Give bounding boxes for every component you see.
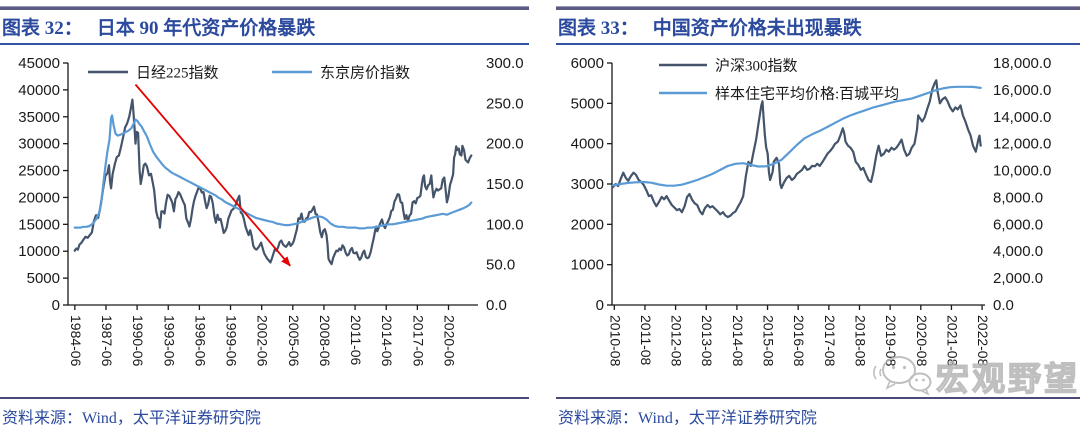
y-right-tick-label: 300.0	[486, 55, 524, 72]
legend-label: 样本住宅平均价格:百城平均	[715, 86, 899, 103]
y-left-tick-label: 0	[596, 297, 604, 314]
y-right-tick-label: 100.0	[486, 216, 524, 233]
x-tick-label: 2020-08	[914, 315, 930, 367]
y-left-tick-label: 15000	[18, 216, 60, 233]
y-left-tick-label: 10000	[18, 243, 60, 260]
x-tick-label: 2005-06	[286, 315, 302, 367]
legend-label: 日经225指数	[136, 65, 219, 82]
x-tick-label: 2017-08	[822, 315, 838, 367]
x-tick-label: 1987-06	[99, 315, 115, 367]
y-right-tick-label: 250.0	[486, 95, 524, 112]
y-right-tick-label: 0.0	[486, 297, 507, 314]
x-tick-label: 2016-08	[791, 315, 807, 367]
figure-number-label: 图表 32：	[2, 18, 83, 39]
china-asset-price-chart: 6000 5000 4000 3000 2000 1000 0 18,000.0 16,000.…	[571, 55, 1052, 367]
figure-panel-japan: 图表 32： 日本 90 年代资产价格暴跌 45000 40000 35000 300…	[0, 6, 529, 428]
y-right-tick-label: 12,000.0	[993, 136, 1051, 153]
y-right-tick-label: 0.0	[993, 297, 1014, 314]
figure-title: 日本 90 年代资产价格暴跌	[96, 18, 316, 39]
y-right-tick-label: 4,000.0	[993, 243, 1043, 260]
panel-top-rule	[556, 6, 1080, 10]
y-right-tick-label: 50.0	[486, 257, 515, 274]
x-tick-label: 1993-06	[161, 315, 177, 367]
y-left-tick-label: 30000	[18, 136, 60, 153]
nikkei-225-line	[73, 98, 473, 266]
x-tick-label: 2012-08	[669, 315, 685, 367]
x-tick-label: 2002-06	[255, 315, 271, 367]
x-tick-label: 2014-06	[379, 315, 395, 367]
y-right-tick-label: 200.0	[486, 136, 524, 153]
x-tick-label: 2018-08	[852, 315, 868, 367]
y-right-tick-label: 16,000.0	[993, 82, 1051, 99]
y-right-tick-label: 8,000.0	[993, 189, 1043, 206]
x-tick-label: 2019-08	[883, 315, 899, 367]
panel-top-rule	[0, 6, 529, 10]
y-left-tick-label: 5000	[571, 95, 604, 112]
x-tick-label: 2022-08	[975, 315, 991, 367]
y-left-tick-label: 4000	[571, 136, 604, 153]
figure-panel-china: 图表 33： 中国资产价格未出现暴跌 6000 5000 4000 3000 2000 1…	[556, 6, 1080, 428]
japan-asset-price-chart: 45000 40000 35000 30000 25000 20000 15000 10000…	[18, 55, 524, 367]
x-tick-label: 2021-08	[944, 315, 960, 367]
x-tick-label: 1999-06	[224, 315, 240, 367]
csi300-line	[611, 79, 982, 219]
axis-lines	[67, 63, 478, 306]
x-tick-label: 2011-08	[638, 315, 654, 366]
figure-title-row: 图表 33： 中国资产价格未出现暴跌	[556, 10, 1080, 45]
x-tick-label: 1984-06	[68, 315, 84, 367]
y-right-tick-label: 14,000.0	[993, 109, 1051, 126]
x-tick-label: 2008-06	[317, 315, 333, 367]
legend-label: 沪深300指数	[715, 58, 798, 75]
x-tick-label: 1996-06	[192, 315, 208, 367]
y-left-tick-label: 3000	[571, 176, 604, 193]
y-right-tick-label: 6,000.0	[993, 216, 1043, 233]
y-right-tick-label: 150.0	[486, 176, 524, 193]
y-left-tick-label: 25000	[18, 163, 60, 180]
figure-title-row: 图表 32： 日本 90 年代资产价格暴跌	[0, 10, 529, 45]
y-right-tick-label: 18,000.0	[993, 55, 1051, 72]
y-left-tick-label: 40000	[18, 82, 60, 99]
x-tick-label: 1990-06	[130, 315, 146, 367]
source-note: 资料来源：Wind，太平洋证券研究院	[556, 397, 1080, 428]
house-price-100-cities-line	[611, 85, 982, 187]
y-left-tick-label: 0	[52, 297, 60, 314]
x-tick-label: 2010-08	[607, 315, 623, 367]
source-note: 资料来源：Wind，太平洋证券研究院	[0, 397, 529, 428]
y-left-tick-label: 5000	[27, 270, 60, 287]
y-left-tick-label: 1000	[571, 257, 604, 274]
tokyo-house-price-line	[73, 114, 473, 230]
figure-title: 中国资产价格未出现暴跌	[652, 18, 862, 39]
legend-label: 东京房价指数	[320, 65, 410, 82]
x-tick-label: 2011-06	[348, 315, 364, 366]
x-tick-label: 2017-06	[410, 315, 426, 367]
x-tick-label: 2015-08	[761, 315, 777, 367]
x-tick-label: 2020-06	[442, 315, 458, 367]
y-left-tick-label: 6000	[571, 55, 604, 72]
x-tick-label: 2013-08	[699, 315, 715, 367]
y-right-tick-label: 10,000.0	[993, 163, 1051, 180]
y-left-tick-label: 2000	[571, 216, 604, 233]
y-left-tick-label: 35000	[18, 109, 60, 126]
x-tick-label: 2014-08	[730, 315, 746, 367]
y-left-tick-label: 20000	[18, 189, 60, 206]
y-left-tick-label: 45000	[18, 55, 60, 72]
figure-number-label: 图表 33：	[558, 18, 639, 39]
crash-arrow-annotation	[134, 83, 291, 267]
y-right-tick-label: 2,000.0	[993, 270, 1043, 287]
